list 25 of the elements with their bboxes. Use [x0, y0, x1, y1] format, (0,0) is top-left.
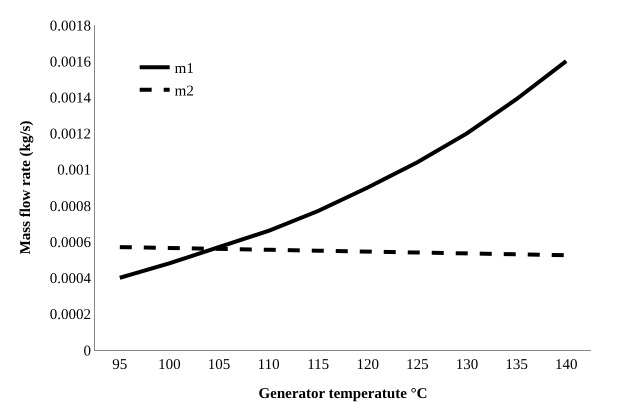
y-tick-label: 0	[84, 343, 91, 360]
x-tick-label: 135	[505, 357, 528, 373]
x-tick-label: 110	[258, 357, 280, 373]
x-axis-title: Generator temperatute °C	[258, 386, 428, 402]
y-tick-label: 0.0012	[50, 126, 91, 143]
y-tick-label: 0.0004	[50, 271, 92, 288]
x-tick-label: 115	[307, 357, 330, 373]
x-tick-label: 120	[356, 357, 380, 373]
y-tick-label: 0.0006	[50, 234, 92, 251]
x-tick-label: 140	[554, 357, 578, 373]
x-tick-label: 95	[112, 357, 128, 373]
line-series	[118, 59, 568, 280]
y-tick-label: 0.0002	[50, 307, 91, 324]
legend-label: m2	[174, 84, 194, 100]
x-tick-label: 100	[158, 357, 181, 373]
x-tick-label: 125	[406, 357, 429, 373]
y-tick-label: 0.0008	[50, 198, 91, 215]
y-axis-title: Mass flow rate (kg/s)	[18, 120, 34, 254]
y-tick-label: 0.0014	[50, 90, 92, 106]
legend-label: m1	[174, 61, 194, 78]
x-tick-label: 130	[456, 357, 478, 373]
y-tick-label: 0.0018	[50, 18, 91, 34]
x-tick-label: 105	[208, 357, 230, 373]
y-tick-label: 0.0016	[50, 54, 92, 70]
y-tick-label: 0.001	[57, 162, 91, 179]
